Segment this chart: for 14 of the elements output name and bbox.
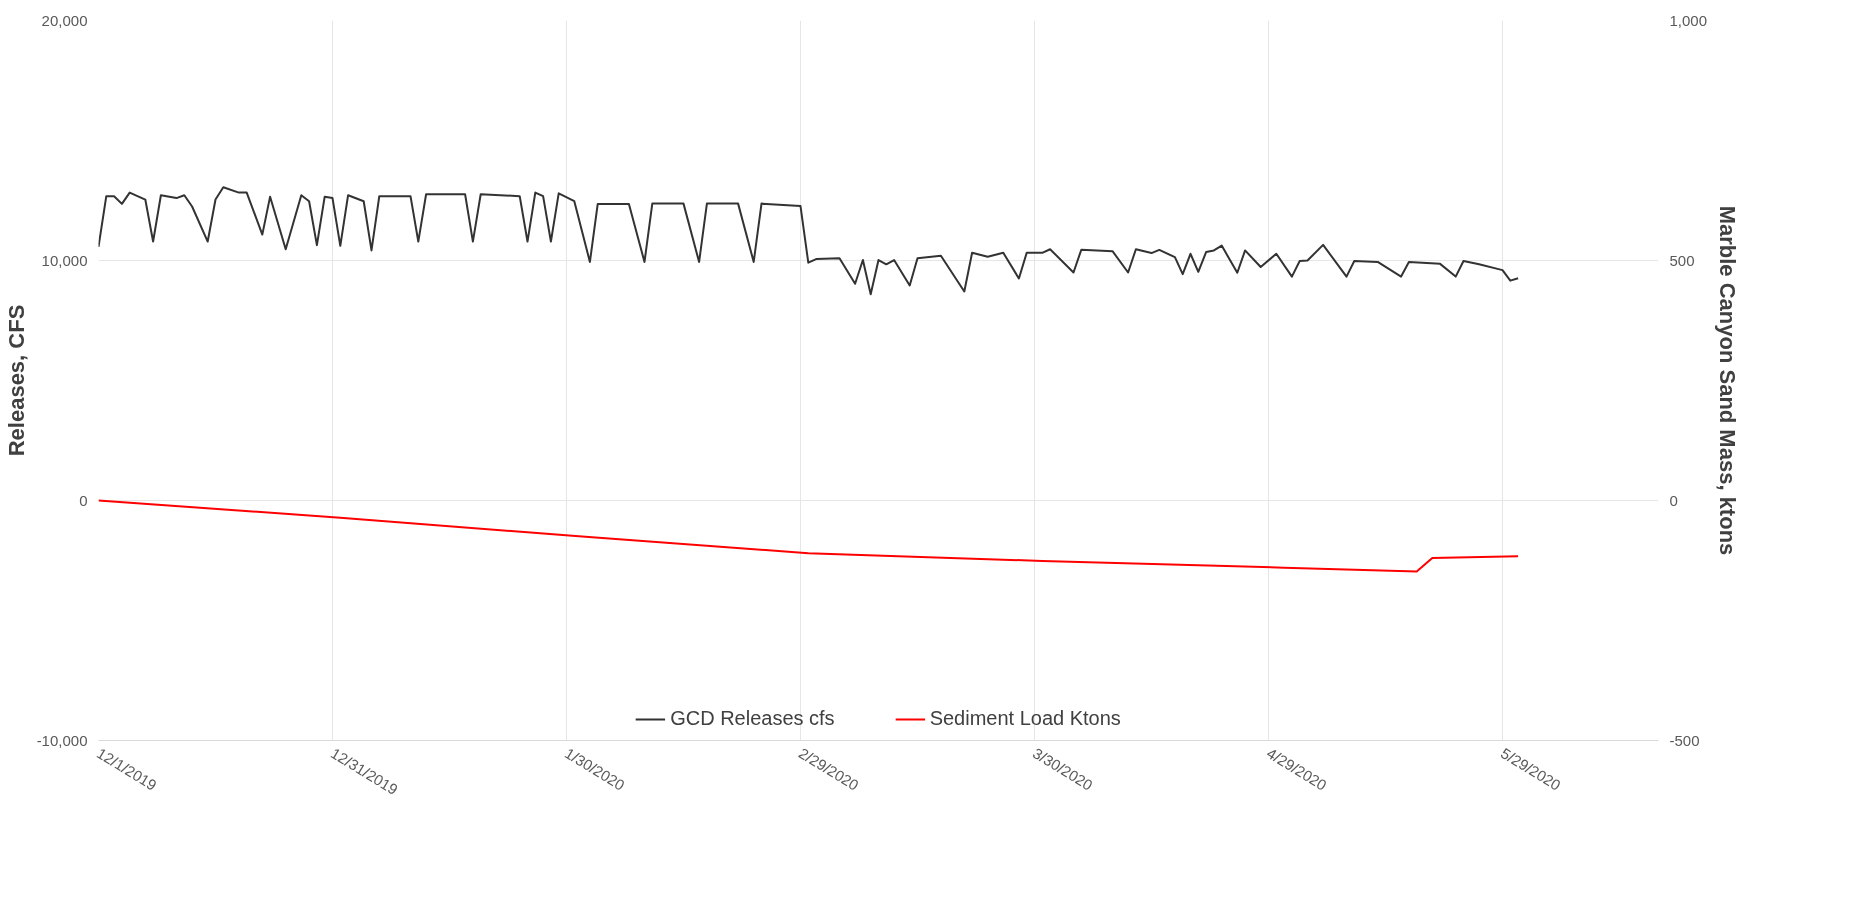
legend-label: GCD Releases cfs: [670, 707, 835, 730]
y-tick-label: 0: [79, 491, 88, 509]
y-tick-label: 20,000: [41, 11, 88, 29]
y2-tick-label: 0: [1669, 491, 1678, 509]
line-series: [98, 499, 1520, 573]
y2-tick-label: -500: [1669, 731, 1700, 749]
y-tick-label: 10,000: [41, 251, 88, 269]
y-tick-label: -10,000: [36, 731, 88, 749]
y2-axis-title: Marble Canyon Sand Mass, ktons: [1715, 205, 1741, 556]
y2-tick-label: 1,000: [1669, 11, 1708, 29]
y-axis-title: Releases, CFS: [3, 304, 29, 457]
line-series: [98, 186, 1520, 296]
y2-tick-label: 500: [1669, 251, 1695, 269]
legend-label: Sediment Load Ktons: [929, 707, 1121, 730]
